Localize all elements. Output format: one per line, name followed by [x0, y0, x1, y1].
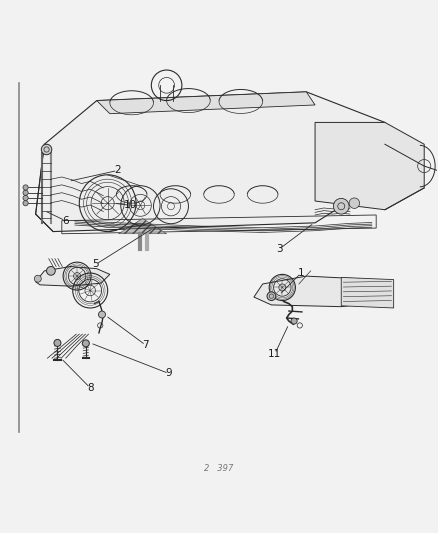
Text: 8: 8: [87, 383, 93, 393]
Text: 7: 7: [142, 340, 149, 350]
Circle shape: [82, 340, 89, 347]
Text: 9: 9: [166, 368, 172, 378]
Polygon shape: [97, 92, 315, 114]
Text: 5: 5: [92, 260, 99, 269]
Circle shape: [333, 198, 349, 214]
Circle shape: [46, 266, 55, 275]
Text: 1: 1: [298, 268, 304, 278]
Circle shape: [34, 275, 41, 282]
Text: 6: 6: [62, 216, 69, 225]
Circle shape: [267, 292, 276, 301]
Polygon shape: [315, 123, 424, 210]
Circle shape: [54, 340, 61, 346]
Polygon shape: [35, 92, 385, 231]
Circle shape: [99, 311, 106, 318]
Circle shape: [349, 198, 360, 208]
Polygon shape: [341, 277, 394, 308]
Text: 11: 11: [268, 349, 282, 359]
Circle shape: [23, 190, 28, 195]
Polygon shape: [35, 266, 110, 286]
Text: 2: 2: [114, 165, 121, 175]
Circle shape: [41, 144, 52, 155]
Text: 2   397: 2 397: [204, 464, 234, 473]
Polygon shape: [254, 276, 385, 306]
Text: 3: 3: [276, 244, 283, 254]
Circle shape: [23, 195, 28, 200]
Circle shape: [23, 185, 28, 190]
Circle shape: [23, 200, 28, 206]
Polygon shape: [119, 219, 166, 234]
Circle shape: [291, 318, 297, 324]
Text: 10: 10: [124, 200, 138, 211]
